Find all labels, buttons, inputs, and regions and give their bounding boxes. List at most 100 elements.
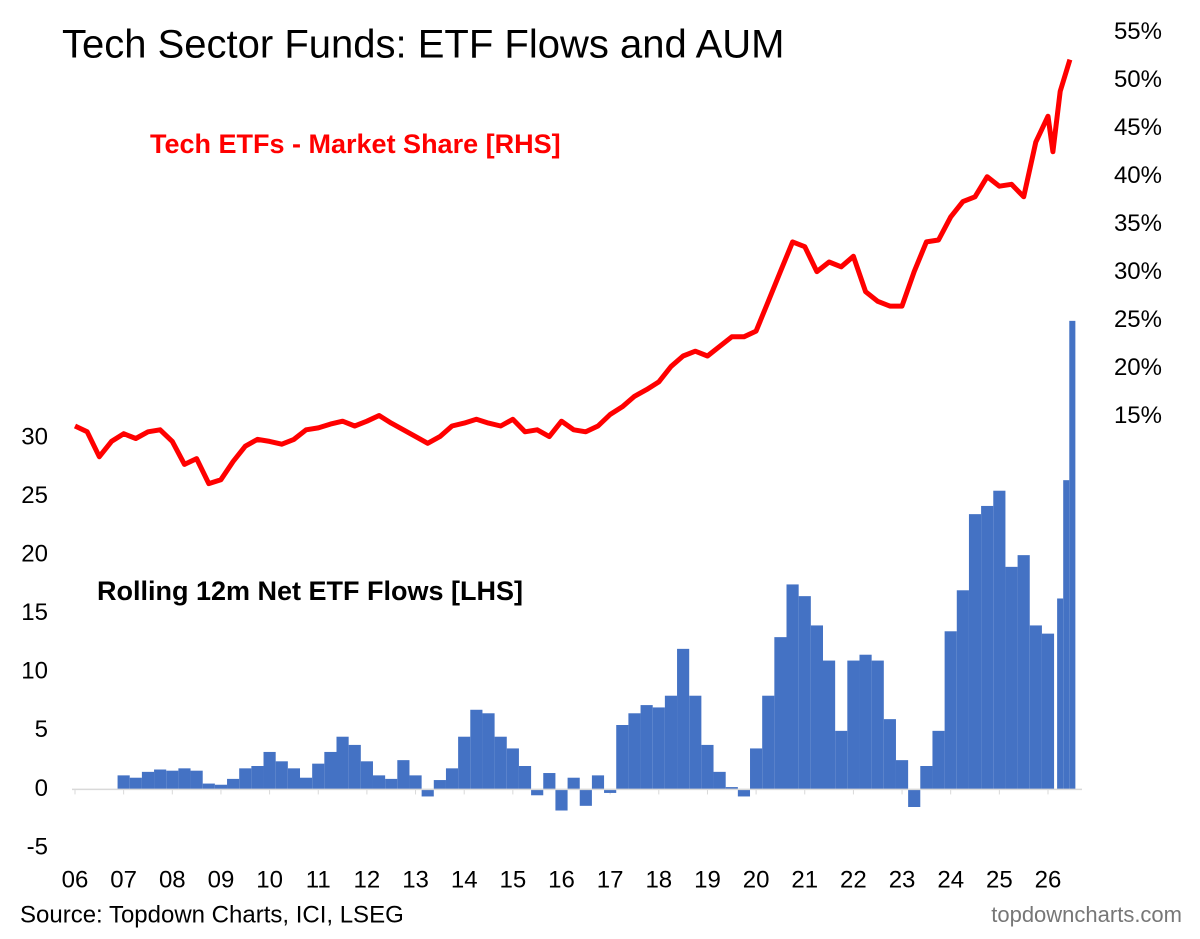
x-tick-label: 12 [354,866,381,893]
bar [214,784,228,790]
bar [737,789,751,797]
bar [433,780,446,790]
bar [579,789,592,806]
x-tick-label: 23 [889,866,916,893]
x-tick-label: 17 [597,866,624,893]
bar [494,736,507,790]
legend-entry: Rolling 12m Net ETF Flows [LHS] [97,576,523,606]
x-tick-label: 08 [159,866,186,893]
bar [360,761,373,790]
bar [859,654,872,790]
x-tick-label: 18 [645,866,672,893]
bar [312,763,325,790]
line [73,58,1073,487]
x-tick-label: 21 [791,866,818,893]
x-tick-label: 22 [840,866,867,893]
x-tick-label: 14 [451,866,478,893]
source-note: Source: Topdown Charts, ICI, LSEG [20,901,404,928]
bar [993,490,1006,790]
bar [810,625,823,790]
bar [1017,555,1030,790]
y2-tick-label: 45% [1114,114,1162,141]
bar [981,505,994,790]
x-tick-label: 16 [548,866,575,893]
bar [251,766,264,790]
y-tick-label: -5 [27,833,48,860]
bar [458,736,471,790]
bar [1063,480,1070,790]
bar [883,719,896,790]
bar [871,660,884,790]
chart-title: Tech Sector Funds: ETF Flows and AUM [62,23,784,67]
bar [677,648,690,790]
bar [275,761,288,790]
y-tick-label: 10 [21,658,48,685]
bar [920,766,933,790]
bar [482,713,495,790]
y2-tick-label: 55% [1114,18,1162,45]
y2-tick-label: 30% [1114,258,1162,285]
bar [409,775,422,790]
bar [1029,625,1042,790]
y-tick-label: 30 [21,423,48,450]
bar [932,730,945,790]
bar [640,705,653,790]
bar [604,789,617,793]
x-tick-label: 11 [306,866,331,893]
bar [822,660,836,790]
bar [895,760,909,790]
bar [1057,598,1064,790]
bar [689,695,702,790]
bar [628,713,641,790]
bar [239,768,252,790]
bar [774,637,787,790]
x-tick-label: 24 [937,866,964,893]
bar [1041,633,1055,790]
bar [385,778,398,790]
bar [1069,320,1076,790]
bar [263,751,276,790]
bar [750,748,763,790]
bar [227,778,240,790]
bar [518,766,532,790]
bar [178,768,191,790]
y2-tick-label: 15% [1114,402,1162,429]
bar [336,736,349,790]
bar [725,787,738,790]
bar [531,789,544,796]
y2-tick-label: 25% [1114,306,1162,333]
bar [421,789,434,797]
legend-entry: Tech ETFs - Market Share [RHS] [150,129,561,159]
bar [166,770,179,790]
y2-tick-label: 50% [1114,66,1162,93]
y-tick-label: 20 [21,540,48,567]
bar [944,631,957,790]
bar [397,760,410,790]
bar [798,596,811,790]
x-tick-label: 13 [402,866,429,893]
bar [652,707,665,790]
bar [664,695,678,790]
bar [591,775,605,790]
y-tick-label: 0 [35,775,48,802]
x-tick-label: 15 [499,866,526,893]
y-tick-label: 25 [21,482,48,509]
bar [835,730,848,790]
bar [786,584,799,790]
bar [968,514,982,790]
bar [713,771,726,790]
bar [555,789,568,811]
bar [372,775,386,790]
bar [445,768,459,790]
bar [129,777,142,790]
x-tick-label: 10 [256,866,283,893]
bar [567,777,580,790]
y2-tick-label: 35% [1114,210,1162,237]
bar [956,590,969,790]
bar [324,751,337,790]
y-tick-label: 5 [35,716,48,743]
bar [847,660,860,790]
bar [908,789,921,807]
